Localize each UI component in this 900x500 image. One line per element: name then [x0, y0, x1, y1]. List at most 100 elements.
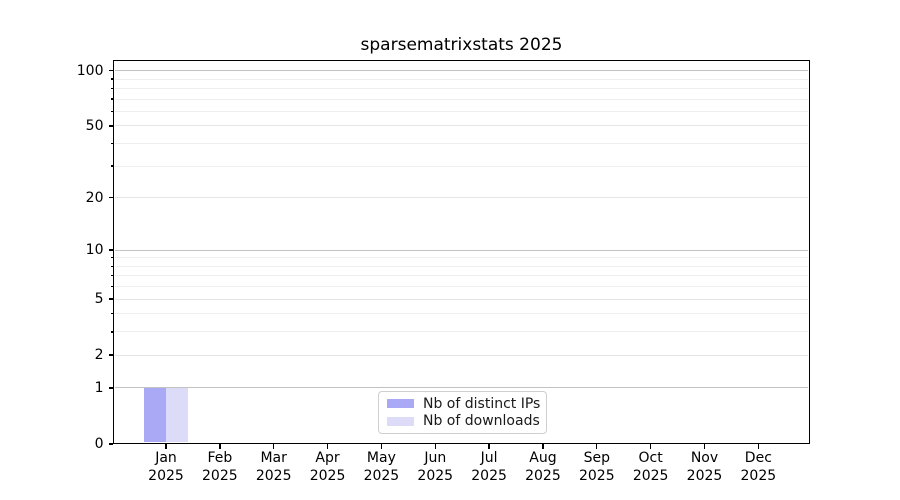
y-tick-label: 5 — [94, 291, 104, 308]
y-minor-tick — [110, 78, 113, 80]
y-minor-tick — [110, 142, 113, 145]
x-tick-label-nov: Nov 2025 — [677, 450, 733, 485]
x-tick — [703, 444, 706, 449]
x-tick — [219, 444, 221, 449]
y-tick — [108, 298, 113, 300]
y-tick — [108, 125, 113, 127]
gridline-20 — [115, 197, 808, 199]
y-minor-tick — [110, 275, 113, 277]
y-tick-label: 50 — [85, 117, 104, 134]
y-tick — [108, 443, 113, 445]
gridline-minor — [115, 87, 808, 89]
x-tick-year: 2025 — [471, 467, 507, 484]
x-tick-label-apr: Apr 2025 — [300, 450, 356, 485]
y-tick-label: 10 — [85, 242, 104, 258]
gridline-minor — [115, 313, 808, 315]
gridline-5 — [115, 298, 808, 300]
y-tick — [108, 249, 113, 251]
y-minor-tick — [110, 98, 113, 100]
y-tick-label: 1 — [94, 379, 104, 396]
y-tick-label: 0 — [94, 436, 104, 452]
x-tick — [488, 444, 490, 449]
x-tick-month: Sep — [583, 450, 610, 466]
y-minor-tick — [110, 165, 113, 167]
y-tick-label: 2 — [94, 347, 104, 364]
x-tick-label-dec: Dec 2025 — [730, 450, 786, 485]
x-tick-month: Nov — [690, 450, 719, 466]
gridline-minor — [115, 275, 808, 277]
x-tick-month: Mar — [260, 450, 287, 466]
x-tick-label-aug: Aug 2025 — [515, 450, 571, 485]
gridline-minor — [115, 98, 808, 100]
y-minor-tick — [110, 87, 113, 90]
x-tick — [596, 444, 598, 449]
x-tick-label-oct: Oct 2025 — [623, 450, 679, 485]
x-tick-label-sep: Sep 2025 — [569, 450, 625, 485]
x-tick-label-jul: Jul 2025 — [461, 450, 517, 485]
chart-title: sparsematrixstats 2025 — [360, 35, 563, 55]
gridline-minor — [115, 165, 808, 167]
y-minor-tick — [110, 265, 113, 267]
y-tick-label: 100 — [76, 62, 104, 79]
x-tick — [273, 444, 275, 449]
gridline-2 — [115, 354, 808, 356]
y-minor-tick — [110, 257, 113, 259]
gridline-minor — [115, 143, 808, 145]
x-tick — [542, 444, 544, 449]
x-tick-month: Dec — [744, 450, 772, 466]
x-tick — [757, 444, 760, 449]
legend-label-downloads: Nb of downloads — [423, 413, 540, 430]
x-tick — [380, 444, 383, 449]
y-minor-tick — [110, 110, 113, 113]
bar-nb-of-downloads-jan — [166, 387, 188, 443]
gridline-1 — [115, 387, 808, 389]
y-tick-label: 20 — [85, 189, 104, 206]
x-tick-month: Oct — [638, 450, 663, 466]
legend-entry-downloads: Nb of downloads — [387, 413, 540, 430]
x-tick — [434, 444, 436, 449]
gridline-10 — [115, 249, 808, 251]
y-minor-tick — [110, 313, 113, 315]
x-tick-month: Jun — [424, 450, 447, 466]
bar-nb-of-distinct-ips-jan — [144, 387, 166, 443]
gridline-minor — [115, 110, 808, 112]
gridline-100 — [115, 70, 808, 72]
gridline-minor — [115, 286, 808, 288]
legend-label-distinct-ips: Nb of distinct IPs — [423, 395, 541, 412]
plot-border — [113, 59, 810, 444]
gridline-minor — [115, 257, 808, 259]
x-tick-year: 2025 — [255, 467, 292, 484]
x-tick-year: 2025 — [417, 467, 454, 484]
x-tick-year: 2025 — [632, 467, 669, 484]
x-tick-month: Jul — [480, 450, 498, 466]
x-tick-label-may: May 2025 — [353, 450, 409, 485]
legend-swatch-distinct-ips — [387, 399, 414, 409]
x-tick — [649, 444, 652, 449]
gridline-minor — [115, 78, 808, 80]
x-tick-month: May — [366, 450, 396, 466]
legend: Nb of distinct IPs Nb of downloads — [378, 391, 547, 434]
y-tick — [108, 387, 113, 389]
y-minor-tick — [110, 331, 113, 333]
gridline-minor — [115, 331, 808, 333]
y-tick — [108, 354, 113, 356]
gridline-minor — [115, 265, 808, 267]
y-tick — [108, 69, 113, 72]
x-tick-label-mar: Mar 2025 — [246, 450, 302, 485]
x-tick — [165, 444, 167, 449]
x-tick-year: 2025 — [309, 467, 346, 484]
x-tick-year: 2025 — [578, 467, 615, 484]
x-tick-month: Jan — [155, 450, 177, 466]
x-tick-year: 2025 — [148, 467, 184, 484]
x-tick-year: 2025 — [202, 467, 238, 484]
x-tick-label-feb: Feb 2025 — [192, 450, 248, 485]
x-tick-label-jan: Jan 2025 — [138, 450, 194, 485]
x-tick-month: Aug — [529, 450, 557, 466]
x-tick — [326, 444, 329, 449]
y-tick — [108, 196, 113, 199]
x-tick-month: Apr — [315, 450, 340, 466]
x-tick-year: 2025 — [363, 467, 400, 484]
legend-swatch-downloads — [387, 416, 414, 426]
x-tick-month: Feb — [207, 450, 233, 466]
